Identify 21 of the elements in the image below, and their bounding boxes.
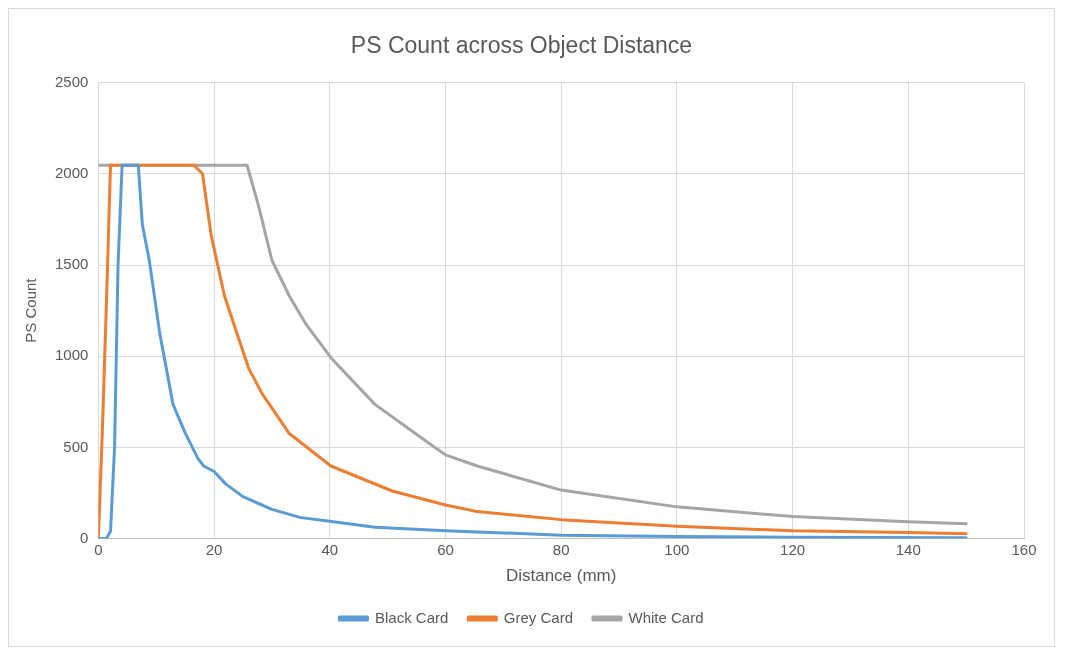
y-tick-label: 0 [80,528,89,546]
x-tick-label: 40 [321,540,339,558]
legend-label: Grey Card [503,608,574,626]
x-tick-label: 60 [437,540,454,558]
x-tick-label: 140 [895,540,921,558]
x-tick-label: 0 [94,540,103,558]
x-tick-label: 120 [780,540,806,558]
legend-label: Black Card [374,608,449,626]
y-tick-label: 2500 [54,72,89,90]
x-axis-title: Distance (mm) [505,566,617,586]
legend-label: White Card [628,608,704,626]
y-tick-label: 1500 [54,255,89,273]
chart-title: PS Count across Object Distance [350,32,693,59]
y-tick-label: 1000 [54,346,89,364]
y-axis-title: PS Count [22,277,40,343]
x-tick-label: 20 [205,540,223,558]
x-tick-label: 80 [552,540,570,558]
x-tick-label: 160 [1011,540,1037,558]
y-tick-label: 500 [63,437,89,455]
y-tick-label: 2000 [54,163,89,181]
x-tick-label: 100 [664,540,690,558]
